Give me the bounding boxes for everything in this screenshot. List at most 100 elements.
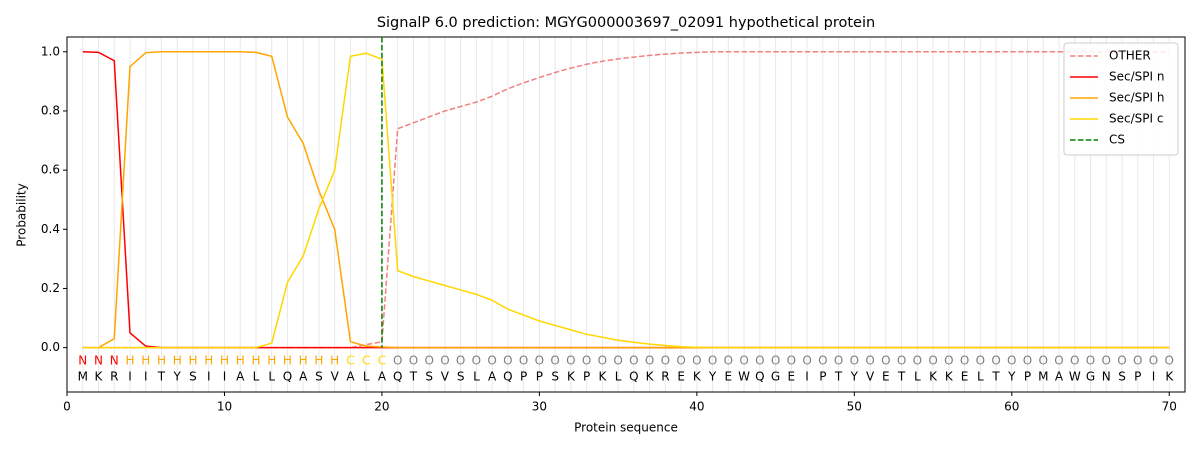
residue-label: Q (393, 370, 402, 384)
region-label: H (299, 354, 308, 368)
region-label: N (94, 354, 103, 368)
y-tick-label: 0.0 (41, 340, 60, 354)
residue-label: I (144, 370, 148, 384)
region-label: O (850, 354, 859, 368)
region-label: O (1165, 354, 1174, 368)
residue-label: Y (1007, 370, 1016, 384)
chart-title: SignalP 6.0 prediction: MGYG000003697_02… (377, 15, 875, 31)
residue-label: T (991, 370, 1000, 384)
residue-label: L (473, 370, 480, 384)
series-line (82, 51, 1170, 349)
region-label: O (976, 354, 985, 368)
region-label: N (110, 354, 119, 368)
region-label: O (582, 354, 591, 368)
x-tick-label: 10 (217, 400, 232, 414)
region-label: O (787, 354, 796, 368)
region-label: O (503, 354, 512, 368)
y-tick-label: 0.2 (41, 281, 60, 295)
residue-label: Q (283, 370, 292, 384)
residue-label: P (520, 370, 527, 384)
residue-label: Q (503, 370, 512, 384)
region-label: O (487, 354, 496, 368)
region-label: O (834, 354, 843, 368)
residue-label: P (583, 370, 590, 384)
residue-label: L (977, 370, 984, 384)
residue-label: A (378, 370, 387, 384)
region-label: O (645, 354, 654, 368)
region-label: O (865, 354, 874, 368)
residue-label: I (805, 370, 809, 384)
residue-label: S (189, 370, 197, 384)
region-label: O (1117, 354, 1126, 368)
legend-label: CS (1109, 133, 1125, 147)
residue-label: V (331, 370, 340, 384)
plot-frame (66, 36, 1186, 393)
region-label: O (1007, 354, 1016, 368)
residue-label: P (536, 370, 543, 384)
residue-label: E (725, 370, 733, 384)
residue-label: I (1152, 370, 1156, 384)
region-label: O (1133, 354, 1142, 368)
residue-label: L (615, 370, 622, 384)
residue-label: K (693, 370, 702, 384)
residue-label: S (1118, 370, 1126, 384)
region-label: O (881, 354, 890, 368)
legend-label: OTHER (1109, 49, 1151, 63)
region-label: H (141, 354, 150, 368)
residue-label: Q (629, 370, 638, 384)
residue-label: K (1165, 370, 1174, 384)
series-line (82, 52, 1170, 349)
residue-label: R (661, 370, 669, 384)
residue-label: I (223, 370, 227, 384)
residue-label: T (897, 370, 906, 384)
series-line (82, 51, 1170, 349)
residue-label: E (882, 370, 890, 384)
residue-label: G (771, 370, 780, 384)
region-label: O (771, 354, 780, 368)
region-label: H (236, 354, 245, 368)
region-label: O (818, 354, 827, 368)
residue-label: V (866, 370, 875, 384)
x-tick-label: 70 (1162, 400, 1177, 414)
region-label: O (1023, 354, 1032, 368)
legend-label: Sec/SPI c (1109, 112, 1163, 126)
x-axis-label: Protein sequence (574, 421, 678, 435)
region-label: O (598, 354, 607, 368)
region-label: H (314, 354, 323, 368)
residue-label: T (834, 370, 843, 384)
residue-label: A (236, 370, 245, 384)
residue-label: Q (755, 370, 764, 384)
region-label: O (928, 354, 937, 368)
residue-label: S (315, 370, 323, 384)
region-label: O (424, 354, 433, 368)
x-tick-label: 40 (689, 400, 704, 414)
region-label: O (1070, 354, 1079, 368)
x-tick-label: 20 (374, 400, 389, 414)
region-label: O (566, 354, 575, 368)
region-label: H (204, 354, 213, 368)
region-label: O (472, 354, 481, 368)
region-label: O (1054, 354, 1063, 368)
residue-label: L (268, 370, 275, 384)
region-label: O (440, 354, 449, 368)
residue-label: I (207, 370, 211, 384)
y-axis-label: Probability (15, 183, 29, 246)
residue-label: S (551, 370, 559, 384)
region-label: O (409, 354, 418, 368)
region-label: O (708, 354, 717, 368)
region-label: O (550, 354, 559, 368)
residue-label: A (346, 370, 355, 384)
residue-label: A (488, 370, 497, 384)
region-label: O (897, 354, 906, 368)
x-tick-label: 50 (847, 400, 862, 414)
residue-label: S (457, 370, 465, 384)
residue-label: L (914, 370, 921, 384)
region-label: H (251, 354, 260, 368)
y-tick-label: 0.4 (41, 222, 60, 236)
region-label: O (535, 354, 544, 368)
region-label: O (755, 354, 764, 368)
series-line (82, 51, 1170, 349)
region-label: H (173, 354, 182, 368)
residue-label: E (788, 370, 796, 384)
residue-label: T (409, 370, 418, 384)
